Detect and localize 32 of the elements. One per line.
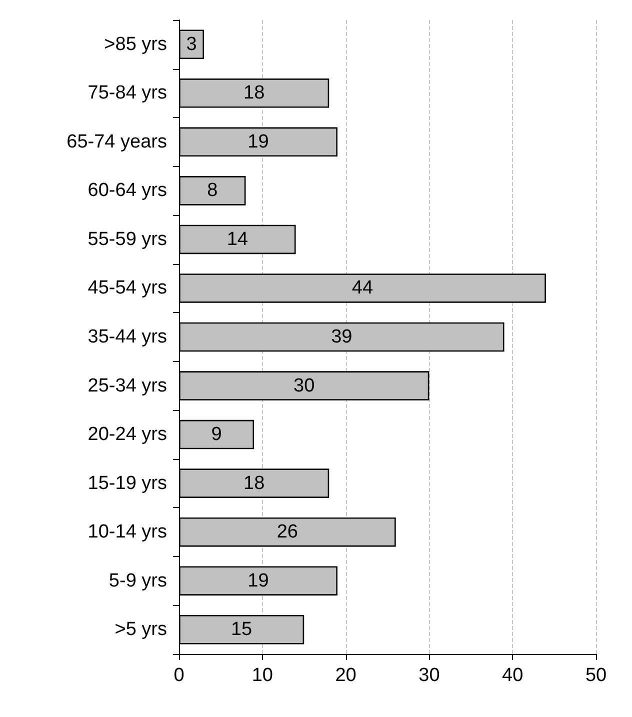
data-label: 19 <box>248 131 269 152</box>
y-tick-label: 55-59 yrs <box>88 228 167 250</box>
data-label: 9 <box>211 424 222 446</box>
y-tick-label: 45-54 yrs <box>88 278 167 299</box>
x-tick-label: 20 <box>335 665 356 686</box>
y-tick-label: 25-34 yrs <box>88 375 167 396</box>
x-tick-label: 40 <box>502 665 524 686</box>
y-tick-label: 20-24 yrs <box>88 424 167 446</box>
data-label: 30 <box>294 375 315 396</box>
y-tick-label: 65-74 years <box>66 131 167 152</box>
data-label: 18 <box>243 82 265 104</box>
data-label: 26 <box>276 522 298 543</box>
data-label: 39 <box>331 326 352 348</box>
y-tick-label: 15-19 yrs <box>88 472 167 494</box>
y-tick-label: 35-44 yrs <box>88 326 167 348</box>
x-tick-label: 10 <box>252 665 273 686</box>
data-label: 19 <box>248 570 269 592</box>
y-tick-label: 10-14 yrs <box>88 522 167 543</box>
data-label: 44 <box>352 278 374 299</box>
data-label: 8 <box>207 180 218 202</box>
x-tick-label: 30 <box>418 665 440 686</box>
data-label: 18 <box>243 472 265 494</box>
x-tick-label: 50 <box>585 665 607 686</box>
y-tick-label: >85 yrs <box>104 34 167 55</box>
x-tick-label: 0 <box>174 665 184 686</box>
y-tick-label: >5 yrs <box>114 619 167 640</box>
y-tick-label: 75-84 yrs <box>88 82 167 104</box>
data-label: 14 <box>226 228 248 250</box>
y-tick-label: 60-64 yrs <box>88 180 167 202</box>
data-label: 15 <box>230 619 252 640</box>
data-label: 3 <box>186 34 197 55</box>
y-tick-label: 5-9 yrs <box>108 570 167 592</box>
